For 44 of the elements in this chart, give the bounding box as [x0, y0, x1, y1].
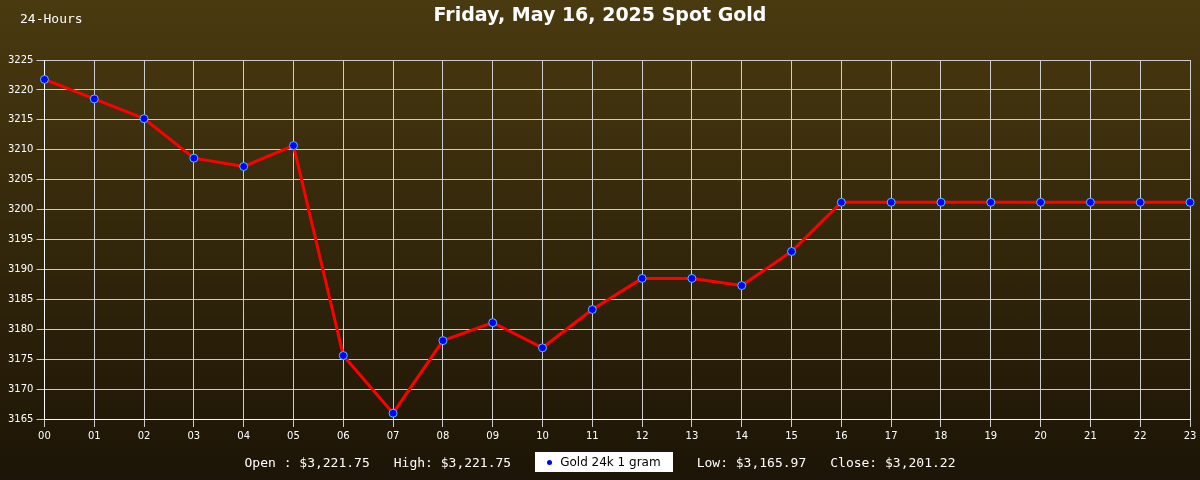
x-tick-label: 11	[585, 429, 599, 441]
x-tick-label: 15	[785, 429, 798, 441]
x-tick-label: 22	[1133, 429, 1147, 441]
x-tick-label: 19	[984, 429, 998, 441]
y-tick-label: 3200	[8, 203, 34, 215]
x-tick-label: 23	[1183, 429, 1197, 441]
x-tick-label: 10	[536, 429, 549, 441]
x-tick-label: 14	[735, 429, 749, 441]
x-tick-label: 05	[287, 429, 300, 441]
x-tick-label: 12	[635, 429, 649, 441]
text: Close: $3,201.22	[830, 454, 956, 470]
x-tick-label: 00	[38, 429, 51, 441]
x-tick-label: 20	[1034, 429, 1047, 441]
text: High: $3,221.75	[393, 454, 512, 470]
y-tick-label: 3195	[8, 233, 34, 245]
y-tick-label: 3220	[8, 83, 34, 95]
x-tick-label: 16	[834, 429, 848, 441]
y-tick-label: 3205	[8, 173, 34, 185]
x-tick-label: 21	[1084, 429, 1097, 441]
text: Open : $3,221.75	[244, 454, 370, 470]
x-tick-label: 06	[336, 429, 350, 441]
x-tick-label: 09	[486, 429, 500, 441]
chart-title: Friday, May 16, 2025 Spot Gold	[433, 3, 767, 25]
x-tick-label: 01	[87, 429, 101, 441]
x-tick-label: 07	[386, 429, 400, 441]
text: 24-Hours	[20, 11, 83, 26]
x-tick-label: 04	[237, 429, 251, 441]
y-tick-label: 3170	[8, 382, 34, 394]
x-tick-label: 03	[187, 429, 201, 441]
y-tick-label: 3165	[8, 412, 34, 424]
x-tick-label: 17	[884, 429, 898, 441]
x-tick-label: 13	[685, 429, 699, 441]
text: Low: $3,165.97	[696, 454, 807, 470]
legend-label: Gold 24k 1 gram	[560, 455, 661, 469]
x-tick-label: 18	[934, 429, 948, 441]
y-tick-label: 3180	[8, 322, 34, 334]
y-tick-label: 3225	[8, 53, 34, 65]
y-tick-label: 3190	[8, 263, 34, 275]
y-tick-label: 3185	[8, 292, 34, 304]
x-tick-label: 02	[137, 429, 151, 441]
x-tick-label: 08	[436, 429, 450, 441]
y-tick-label: 3210	[8, 143, 34, 155]
y-tick-label: 3175	[8, 352, 34, 364]
y-tick-label: 3215	[8, 113, 34, 125]
